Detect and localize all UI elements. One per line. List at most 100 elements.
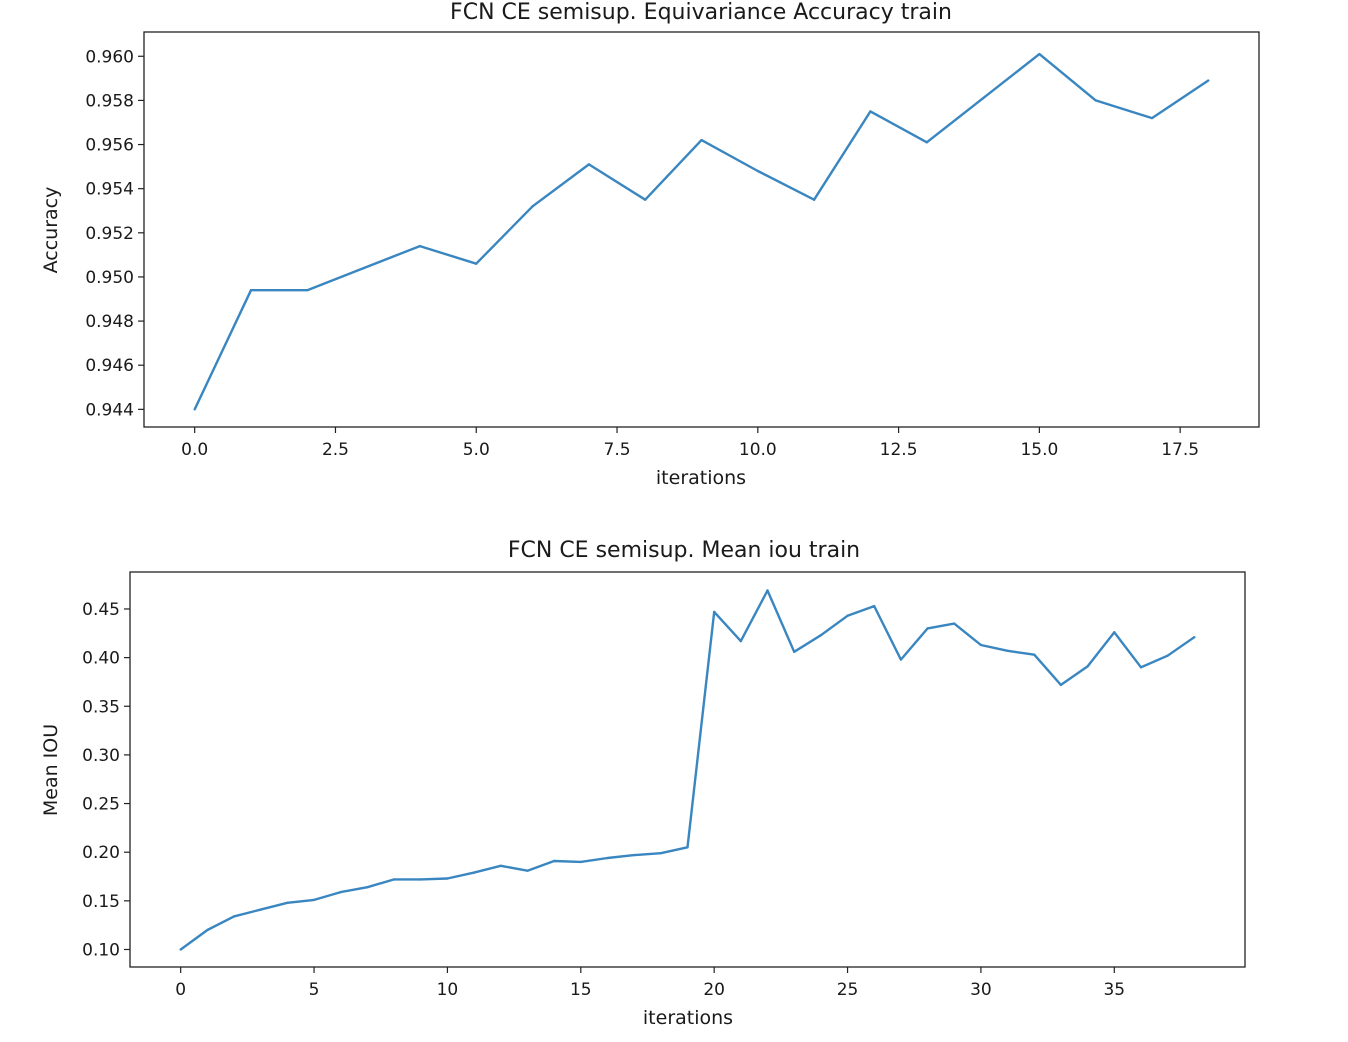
x-tick-label: 20 <box>703 980 725 1000</box>
data-point <box>756 169 760 173</box>
y-tick-label: 0.40 <box>82 649 120 669</box>
data-point <box>1086 665 1089 668</box>
y-tick-label: 0.956 <box>85 136 134 156</box>
data-point <box>475 262 478 265</box>
x-axis: 0 5 10 15 20 25 30 35 <box>175 967 1125 1000</box>
data-point <box>869 110 872 113</box>
y-tick-label: 0.15 <box>82 892 120 912</box>
y-tick-label: 0.20 <box>82 843 120 863</box>
y-tick-label: 0.10 <box>82 940 120 960</box>
x-tick-label: 17.5 <box>1161 440 1199 460</box>
y-tick-label: 0.946 <box>85 356 134 376</box>
data-point <box>1207 79 1210 82</box>
data-point <box>812 198 816 201</box>
data-point <box>286 901 289 904</box>
data-point <box>606 856 609 860</box>
data-point <box>531 205 534 208</box>
data-point <box>339 890 342 894</box>
data-point <box>899 658 903 661</box>
x-tick-label: 7.5 <box>604 440 631 460</box>
data-point <box>193 408 196 411</box>
data-point <box>552 859 556 863</box>
data-point <box>953 622 956 625</box>
data-point <box>249 288 253 292</box>
y-tick-label: 0.35 <box>82 697 120 717</box>
data-point <box>312 898 316 902</box>
data-point <box>362 266 365 270</box>
data-point <box>819 634 823 637</box>
data-point <box>766 589 769 592</box>
data-point <box>1139 666 1143 669</box>
x-axis-label: iterations <box>656 467 746 489</box>
x-tick-label: 25 <box>837 980 859 1000</box>
x-tick-label: 5.0 <box>463 440 490 460</box>
data-point <box>526 869 529 872</box>
x-axis-label: iterations <box>643 1007 733 1029</box>
chart-title: FCN CE semisup. Equivariance Accuracy tr… <box>450 0 952 25</box>
y-tick-label: 0.30 <box>82 746 120 766</box>
data-point <box>979 643 983 647</box>
plot-frame <box>143 31 1260 428</box>
series-line <box>193 52 1209 410</box>
series-points <box>193 52 1210 411</box>
data-point <box>259 908 262 911</box>
y-axis-label: Mean IOU <box>40 724 62 816</box>
data-point <box>659 851 663 855</box>
data-point <box>1166 654 1169 657</box>
y-tick-label: 0.960 <box>85 47 134 67</box>
y-tick-label: 0.948 <box>85 312 134 332</box>
x-axis: 0.0 2.5 5.0 7.5 10.0 12.5 15.0 17.5 <box>181 427 1199 460</box>
data-point <box>472 871 476 874</box>
data-point <box>1113 631 1116 634</box>
chart-accuracy: FCN CE semisup. Equivariance Accuracy tr… <box>40 0 1260 489</box>
data-point <box>587 163 591 166</box>
x-tick-label: 35 <box>1103 980 1125 1000</box>
data-point <box>232 915 236 918</box>
y-tick-label: 0.944 <box>85 400 134 420</box>
data-point <box>926 627 929 630</box>
x-tick-label: 15.0 <box>1020 440 1058 460</box>
data-point <box>579 860 583 864</box>
data-point <box>392 878 396 881</box>
y-axis: 0.944 0.946 0.948 0.950 0.952 0.954 0.956 0.958… <box>85 47 144 420</box>
x-tick-label: 2.5 <box>322 440 349 460</box>
y-tick-label: 0.25 <box>82 795 120 815</box>
data-point <box>306 288 309 292</box>
data-point <box>179 948 182 951</box>
chart-mean-iou: FCN CE semisup. Mean iou train 0 5 10 15 20 2… <box>40 538 1246 1029</box>
data-point <box>1193 635 1196 639</box>
y-tick-label: 0.950 <box>85 268 134 288</box>
data-point <box>1038 52 1041 56</box>
x-tick-label: 5 <box>309 980 320 1000</box>
x-tick-label: 0.0 <box>181 440 208 460</box>
data-point <box>643 198 647 201</box>
data-point <box>1033 653 1036 656</box>
series-points <box>179 589 1196 951</box>
data-point <box>419 878 422 881</box>
data-point <box>1094 99 1097 102</box>
x-tick-label: 12.5 <box>880 440 918 460</box>
x-tick-label: 15 <box>570 980 592 1000</box>
data-point <box>739 639 743 643</box>
data-point <box>1150 116 1154 120</box>
y-tick-label: 0.45 <box>82 600 120 620</box>
x-tick-label: 10.0 <box>739 440 777 460</box>
data-point <box>873 604 876 608</box>
data-point <box>792 650 796 653</box>
data-point <box>418 244 422 248</box>
x-tick-label: 0 <box>175 980 186 1000</box>
chart-title: FCN CE semisup. Mean iou train <box>508 538 860 563</box>
data-point <box>1059 683 1063 687</box>
data-point <box>925 141 928 144</box>
data-point <box>1006 649 1009 653</box>
y-tick-label: 0.958 <box>85 91 134 111</box>
series-line <box>179 589 1195 951</box>
data-point <box>499 864 502 868</box>
y-tick-label: 0.954 <box>85 180 134 200</box>
data-point <box>446 877 449 880</box>
plot-frame <box>129 571 1246 968</box>
data-point <box>366 886 369 889</box>
data-point <box>632 853 636 857</box>
data-point <box>206 928 209 932</box>
data-point <box>981 97 985 100</box>
